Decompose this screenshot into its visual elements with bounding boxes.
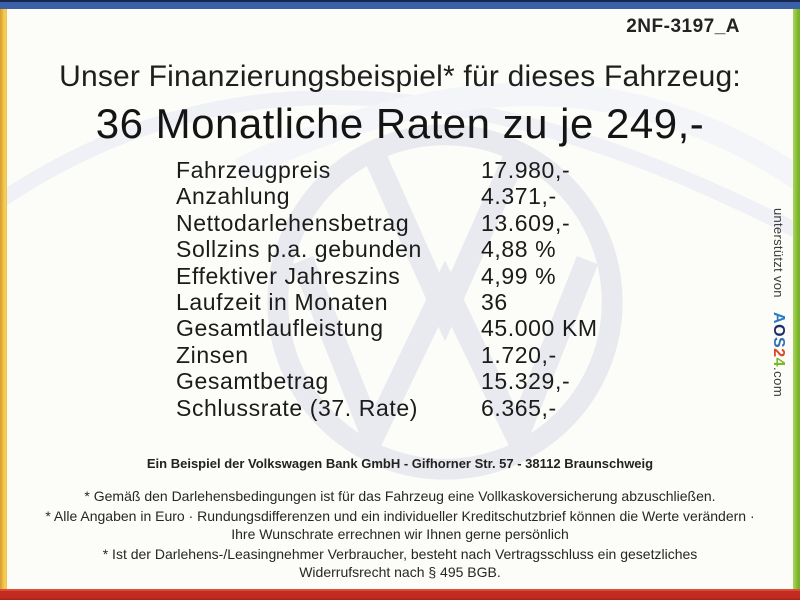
row-value: 4,88 % [481,236,557,263]
bank-info-line: Ein Beispiel der Volkswagen Bank GmbH - … [146,456,654,471]
row-label: Effektiver Jahreszins [176,262,401,289]
page-title: Unser Finanzierungsbeispiel* für dieses … [59,60,741,93]
row-value: 36 [481,289,508,316]
table-row: Fahrzeugpreis 17.980,- [176,157,636,183]
row-label: Fahrzeugpreis [176,157,331,183]
row-value: 45.000 KM [481,315,598,342]
table-row: Gesamtbetrag 15.329,- [176,368,636,394]
brand-logo-text: AOS24.com [770,312,787,397]
brand-letter: O [770,323,787,337]
table-row: Anzahlung 4.371,- [176,183,636,209]
bottom-border-bar [0,589,800,600]
left-border-stripe [0,9,7,589]
row-label: Zinsen [176,341,249,368]
brand-letter: A [770,311,787,324]
row-value: 6.365,- [481,394,557,421]
table-row: Nettodarlehensbetrag 13.609,- [176,210,636,236]
brand-suffix: .com [771,366,786,397]
brand-letter: S [770,336,787,348]
row-label: Nettodarlehensbetrag [176,209,410,236]
table-row: Zinsen 1.720,- [176,342,636,368]
row-label: Gesamtlaufleistung [176,315,384,342]
row-value: 4,99 % [481,262,557,289]
row-label: Sollzins p.a. gebunden [176,236,422,263]
right-border-stripe [793,9,800,589]
row-value: 1.720,- [481,341,557,368]
row-value: 17.980,- [481,157,571,183]
table-row: Schlussrate (37. Rate) 6.365,- [176,395,636,421]
brand-letter: 4 [770,357,787,367]
table-row: Laufzeit in Monaten 36 [176,289,636,315]
row-label: Laufzeit in Monaten [176,289,389,316]
table-row: Gesamtlaufleistung 45.000 KM [176,315,636,341]
row-label: Anzahlung [176,183,291,210]
row-value: 15.329,- [481,368,571,395]
row-label: Schlussrate (37. Rate) [176,394,419,421]
top-border-bar [0,0,800,9]
table-row: Sollzins p.a. gebunden 4,88 % [176,236,636,262]
footnote-insurance: * Gemäß den Darlehensbedingungen ist für… [84,488,716,504]
page-subtitle: 36 Monatliche Raten zu je 249,- [95,100,705,147]
table-row: Effektiver Jahreszins 4,99 % [176,263,636,289]
supported-by-label: unterstützt von [771,208,786,298]
footnote-withdrawal-right: * Ist der Darlehens-/Leasingnehmer Verbr… [102,546,698,580]
footnote-euro-rounding: * Alle Angaben in Euro · Rundungsdiffere… [45,508,755,542]
row-label: Gesamtbetrag [176,368,329,395]
reference-code: 2NF-3197_A [626,16,740,37]
row-value: 4.371,- [481,183,557,210]
row-value: 13.609,- [481,209,571,236]
sidebar-credit: unterstützt von AOS24.com [769,208,787,448]
finance-table: Fahrzeugpreis 17.980,- Anzahlung 4.371,-… [176,157,636,421]
brand-letter: 2 [770,347,787,358]
